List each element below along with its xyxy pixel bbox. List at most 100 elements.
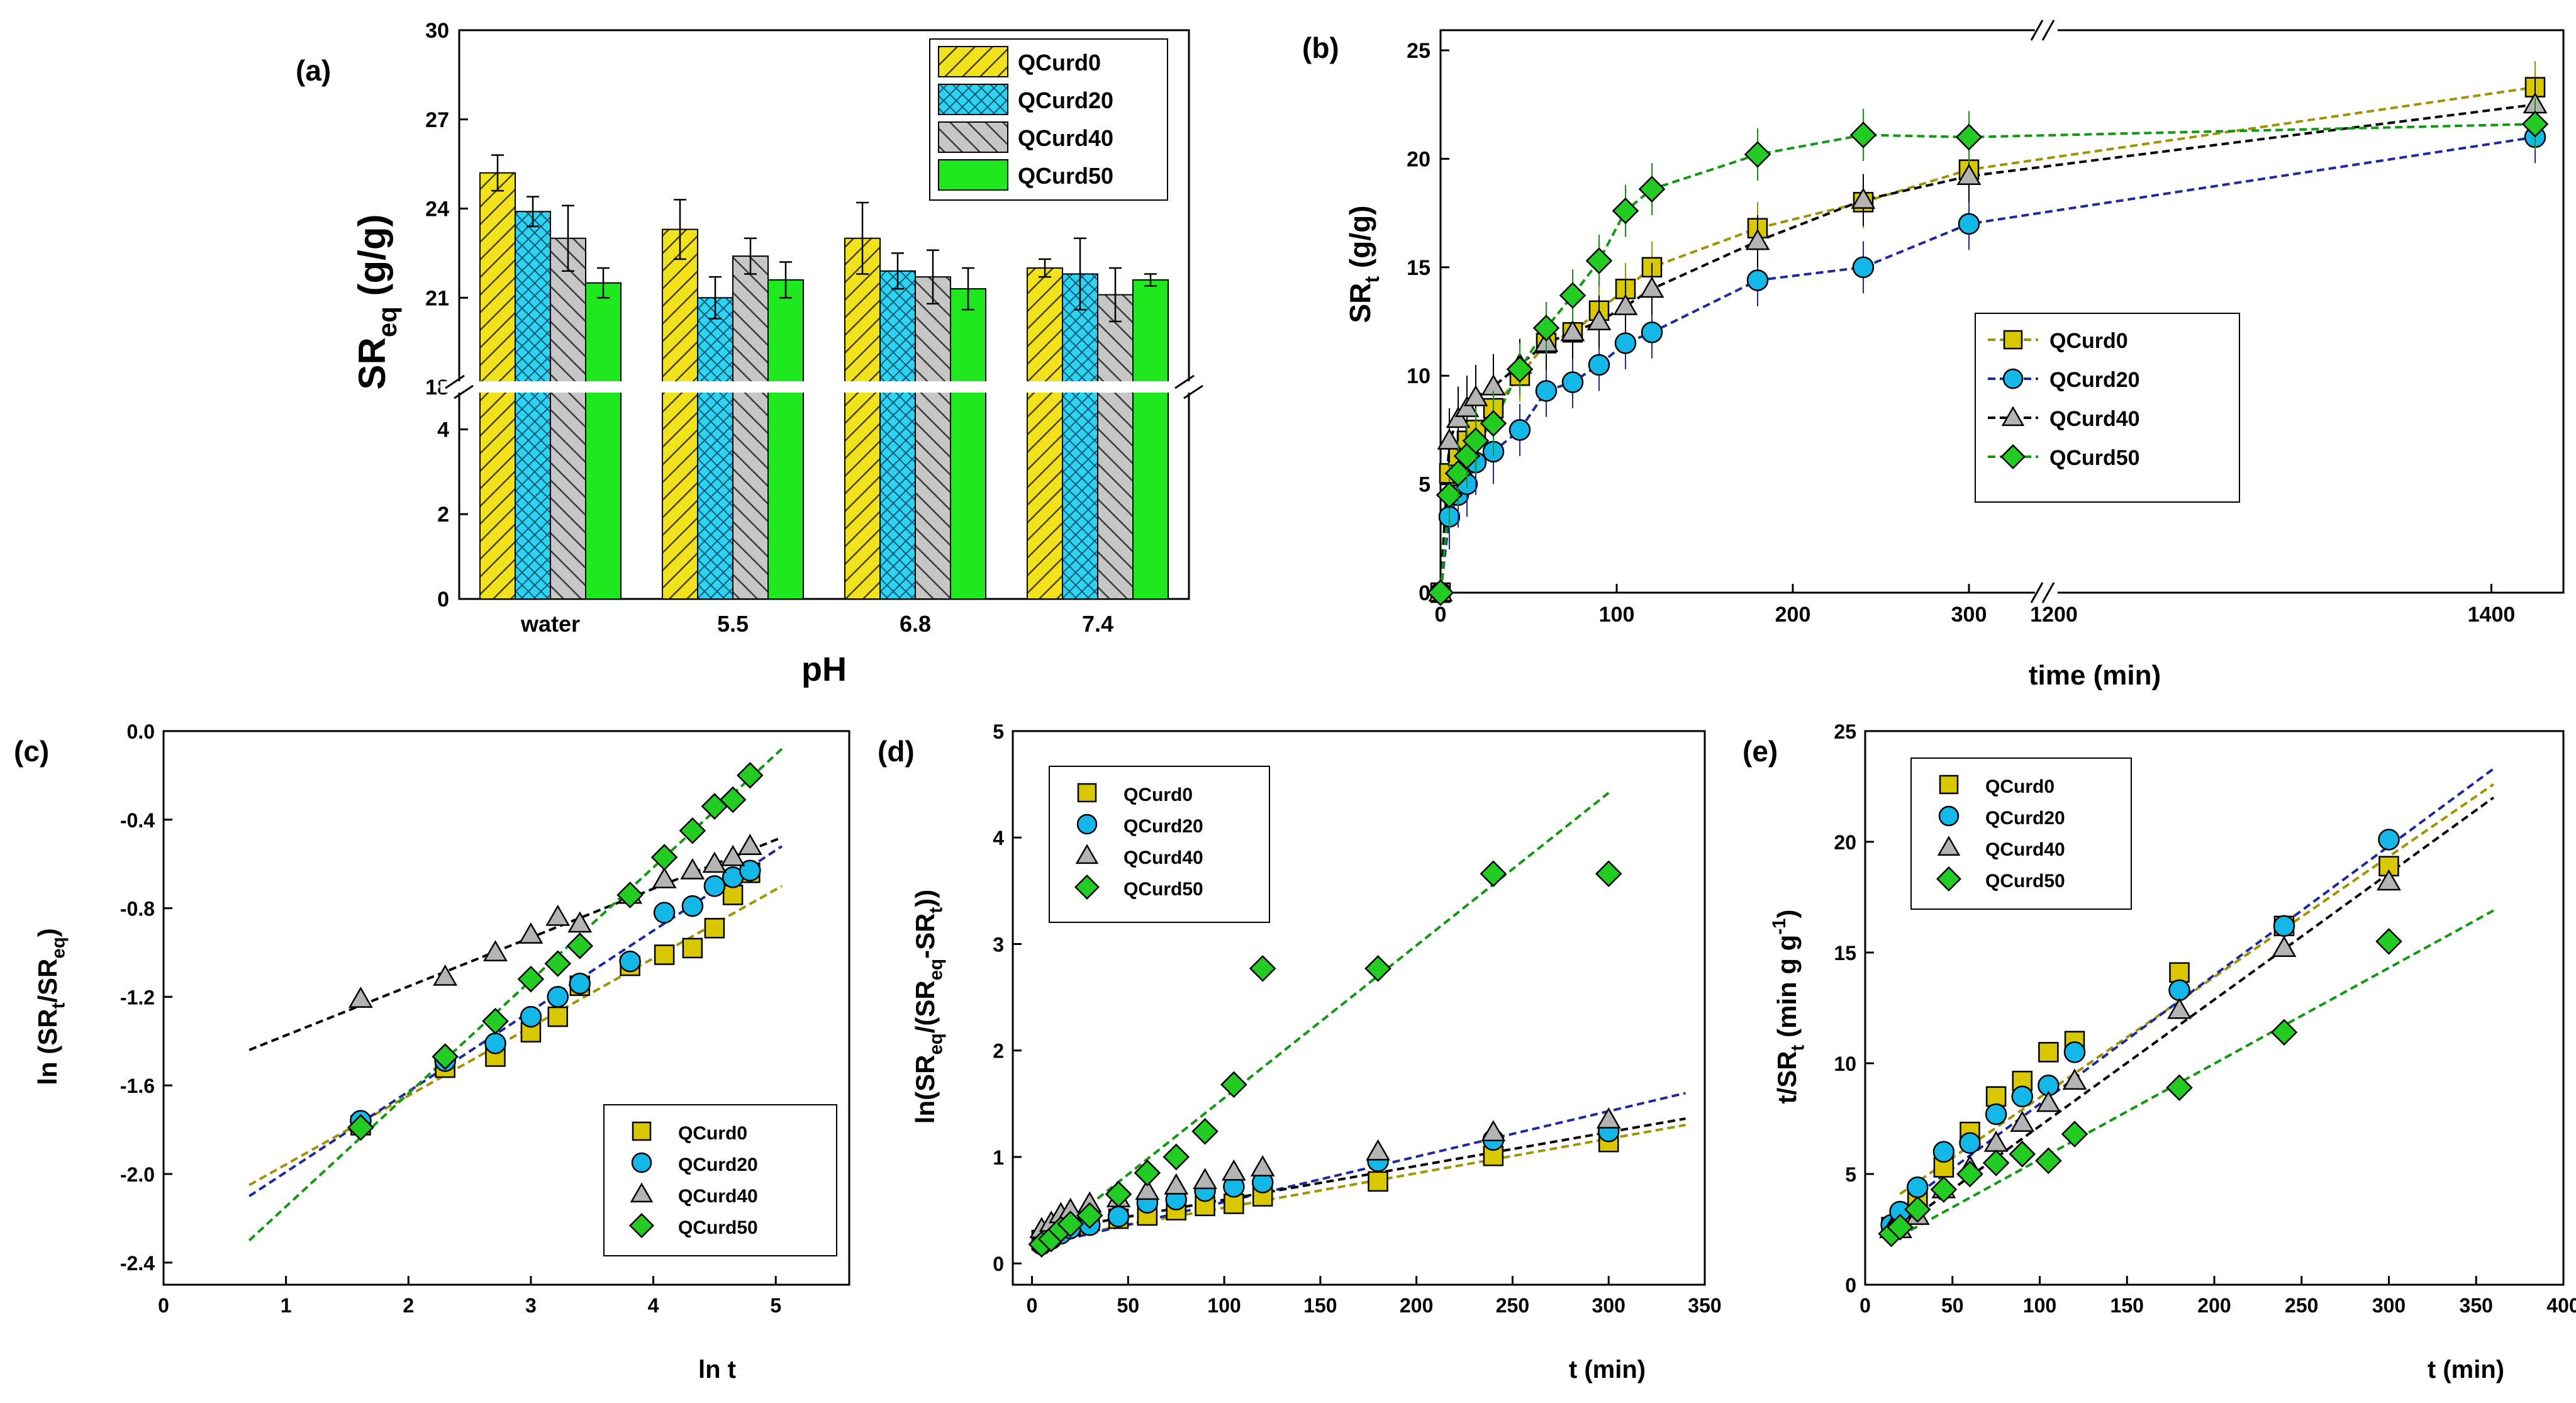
break-mark <box>445 374 465 389</box>
data-point <box>1057 1210 1084 1238</box>
data-point <box>1586 309 1612 330</box>
data-point <box>1851 187 1876 209</box>
data-point <box>1588 354 1610 376</box>
data-point <box>1849 121 1877 148</box>
data-point <box>2009 1141 2036 1168</box>
data-point <box>2168 979 2190 1002</box>
data-point <box>2063 1041 2086 1063</box>
data-point <box>1985 1103 2007 1126</box>
y-tick-label: 2 <box>437 503 449 527</box>
data-point <box>2273 915 2295 937</box>
x-tick-label: 5 <box>770 1294 781 1317</box>
data-point <box>2035 1147 2062 1175</box>
legend-swatch <box>938 46 1008 77</box>
data-point <box>347 1114 374 1141</box>
legend-marker <box>629 1213 654 1238</box>
axis-break-band <box>440 381 1208 393</box>
data-point <box>737 834 762 856</box>
data-point <box>2010 1110 2035 1132</box>
data-point <box>482 1007 509 1035</box>
legend-marker <box>1076 813 1098 835</box>
legend-marker <box>1937 836 1961 856</box>
bar <box>1062 273 1098 600</box>
data-point <box>654 944 675 965</box>
data-point <box>1985 1086 2007 1107</box>
data-point <box>2521 110 2549 138</box>
data-point <box>1508 419 1531 441</box>
data-point <box>1135 1178 1160 1200</box>
data-point <box>1532 315 1560 342</box>
x-tick-label: 0 <box>1435 603 1447 627</box>
x-tick-label: 150 <box>2110 1294 2144 1317</box>
legend-label: QCurd40 <box>1124 847 1203 868</box>
data-point <box>1220 1071 1247 1098</box>
x-tick-label: 7.4 <box>1082 611 1113 637</box>
data-point <box>1368 1171 1388 1192</box>
legend-label: QCurd40 <box>1018 125 1113 151</box>
legend-panel-c: QCurd0 QCurd20 QCurd40 QCurd50 <box>603 1104 837 1256</box>
legend-panel-e: QCurd0 QCurd20 QCurd40 QCurd50 <box>1910 757 2132 910</box>
data-point <box>1191 1118 1218 1145</box>
data-point <box>2166 1074 2193 1101</box>
x-tick-label: 250 <box>2285 1294 2318 1317</box>
data-point <box>1595 860 1622 888</box>
bar <box>550 237 586 600</box>
legend-marker <box>2001 406 2025 427</box>
data-point <box>682 937 703 959</box>
data-point <box>1639 276 1664 298</box>
data-point <box>680 858 705 880</box>
data-point <box>2378 829 2400 851</box>
data-point <box>2167 997 2192 1019</box>
data-point <box>1930 1176 1958 1203</box>
data-point <box>566 932 594 959</box>
plot-frame <box>458 29 1190 600</box>
data-point <box>653 902 676 924</box>
y-tick-label: 1 <box>993 1146 1004 1169</box>
fit-line <box>1031 791 1610 1252</box>
legend-label: QCurd50 <box>1124 879 1203 900</box>
data-point <box>650 844 678 871</box>
data-point <box>1744 141 1771 168</box>
fit-line <box>1899 909 2494 1238</box>
data-point <box>1559 282 1586 309</box>
data-point <box>1480 860 1507 888</box>
data-point <box>1107 1205 1130 1227</box>
bar <box>1132 279 1169 600</box>
data-point <box>1955 123 1983 151</box>
series-line <box>1439 135 2536 593</box>
x-tick-label: 100 <box>1599 603 1635 627</box>
bar <box>1027 267 1063 600</box>
data-point <box>722 885 744 905</box>
data-point <box>719 786 747 813</box>
y-tick-label: 4 <box>993 827 1004 849</box>
data-point <box>1852 256 1875 279</box>
y-tick-label: 0.0 <box>127 720 155 743</box>
x-tick-label: 0 <box>158 1294 169 1317</box>
data-point <box>1904 1196 1931 1223</box>
legend-swatch <box>938 159 1008 191</box>
legend-marker <box>1936 866 1961 892</box>
y-tick-label: 4 <box>437 418 449 442</box>
break-mark <box>1183 384 1203 400</box>
legend-label: QCurd50 <box>1018 163 1113 189</box>
data-point <box>1193 1168 1217 1190</box>
y-axis-title: t/SRt (min g g-1) <box>1769 910 1808 1104</box>
data-point <box>1641 321 1663 344</box>
panel-label-d: (d) <box>878 735 915 768</box>
data-point <box>483 940 508 961</box>
legend-label: QCurd40 <box>2049 407 2140 431</box>
data-point <box>616 881 644 908</box>
data-point <box>1366 1139 1390 1161</box>
data-point <box>703 875 726 897</box>
data-point <box>1221 1159 1246 1181</box>
data-point <box>1506 355 1534 383</box>
bar <box>767 279 804 600</box>
bar <box>515 211 551 600</box>
panel-label-e: (e) <box>1742 735 1778 768</box>
x-tick-label: 50 <box>1941 1294 1964 1317</box>
legend-label: QCurd20 <box>2049 368 2140 392</box>
bar <box>585 282 622 600</box>
y-tick-label: -0.8 <box>120 898 155 920</box>
panel-label-a: (a) <box>296 54 331 87</box>
